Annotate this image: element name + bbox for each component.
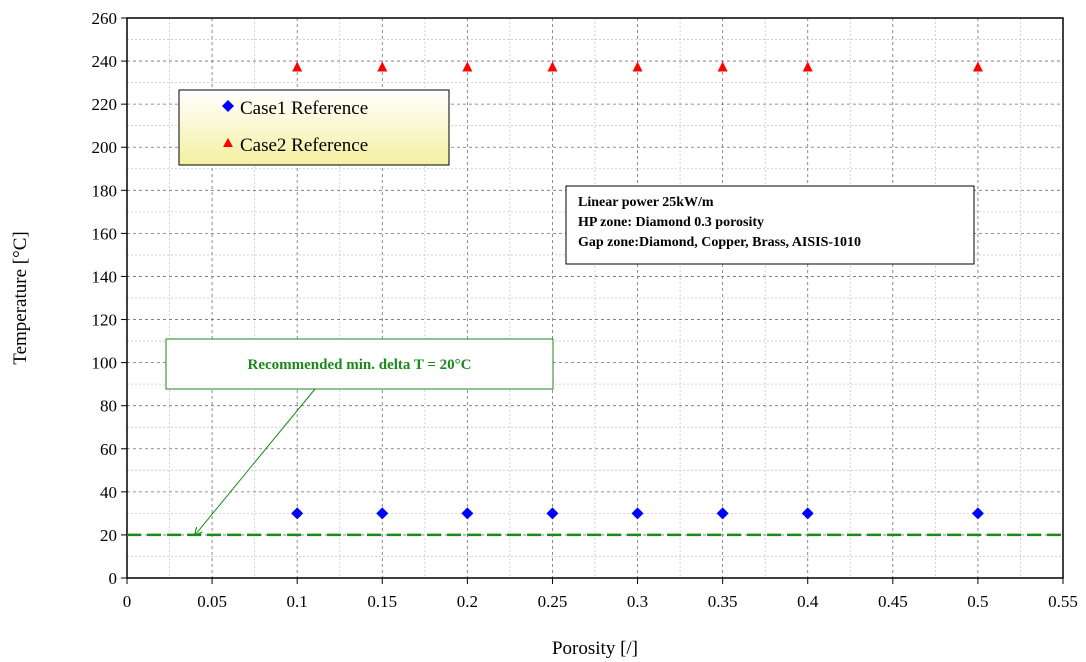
y-tick-label: 160	[92, 224, 118, 243]
point-case1	[716, 507, 729, 520]
x-tick-label: 0.15	[367, 592, 397, 611]
info-line-power: Linear power 25kW/m	[578, 195, 714, 210]
point-case2	[462, 61, 473, 72]
y-tick-label: 120	[92, 311, 118, 330]
point-case1	[291, 507, 304, 520]
x-tick-label: 0.55	[1048, 592, 1078, 611]
point-case1	[546, 507, 559, 520]
x-tick-label: 0.25	[538, 592, 568, 611]
x-tick-label: 0.45	[878, 592, 908, 611]
legend-marker-case2	[223, 138, 233, 147]
point-case2	[717, 61, 728, 72]
x-tick-label: 0.5	[967, 592, 988, 611]
y-tick-label: 240	[92, 52, 118, 71]
y-tick-label: 180	[92, 181, 118, 200]
y-tick-label: 200	[92, 138, 118, 157]
y-tick-label: 140	[92, 267, 118, 286]
info-box-frame	[565, 185, 975, 265]
x-axis-title: Porosity [/]	[552, 638, 638, 659]
point-case2	[547, 61, 558, 72]
legend: Case1 Reference Case2 Reference	[178, 89, 450, 166]
x-tick-label: 0.3	[627, 592, 648, 611]
y-axis-ticks: 0 20 40 60 80 100 120 140 160 180 200 220 240 260	[92, 9, 127, 588]
x-tick-label: 0.35	[708, 592, 738, 611]
point-case1	[801, 507, 814, 520]
point-case1	[461, 507, 474, 520]
y-tick-label: 100	[92, 354, 118, 373]
x-tick-label: 0.1	[287, 592, 308, 611]
legend-label-case2: Case2 Reference	[240, 135, 368, 156]
y-tick-label: 20	[100, 526, 117, 545]
point-case2	[972, 61, 983, 72]
y-axis-title: Temperature [°C]	[10, 231, 31, 364]
point-case2	[802, 61, 813, 72]
recommended-label: Recommended min. delta T = 20°C	[248, 357, 472, 373]
x-axis-ticks: 0 0.05 0.1 0.15 0.2 0.25 0.3 0.35 0.4 0.45 0.5 0.55	[123, 578, 1078, 611]
legend-box	[178, 89, 450, 166]
y-tick-label: 0	[109, 569, 118, 588]
point-case2	[292, 61, 303, 72]
plot-area	[126, 17, 1064, 579]
x-tick-label: 0.4	[797, 592, 819, 611]
point-case2	[377, 61, 388, 72]
info-line-hp-zone: HP zone: Diamond 0.3 porosity	[578, 215, 764, 230]
point-case1	[631, 507, 644, 520]
recommended-arrow	[195, 388, 316, 535]
y-tick-label: 220	[92, 95, 118, 114]
point-case1	[376, 507, 389, 520]
legend-marker-case1	[222, 100, 234, 112]
point-case2	[632, 61, 643, 72]
x-tick-label: 0.05	[197, 592, 227, 611]
y-tick-label: 40	[100, 483, 117, 502]
data-points	[291, 61, 984, 520]
point-case1	[971, 507, 984, 520]
y-tick-label: 260	[92, 9, 118, 28]
x-tick-label: 0	[123, 592, 132, 611]
recommended-box	[165, 338, 554, 390]
legend-label-case1: Case1 Reference	[240, 98, 368, 119]
recommended-annotation: Recommended min. delta T = 20°C	[165, 338, 554, 535]
y-tick-label: 80	[100, 397, 117, 416]
x-tick-label: 0.2	[457, 592, 478, 611]
info-line-gap-zone: Gap zone:Diamond, Copper, Brass, AISIS-1…	[578, 235, 861, 250]
y-tick-label: 60	[100, 440, 117, 459]
info-box: Linear power 25kW/m HP zone: Diamond 0.3…	[565, 185, 975, 265]
